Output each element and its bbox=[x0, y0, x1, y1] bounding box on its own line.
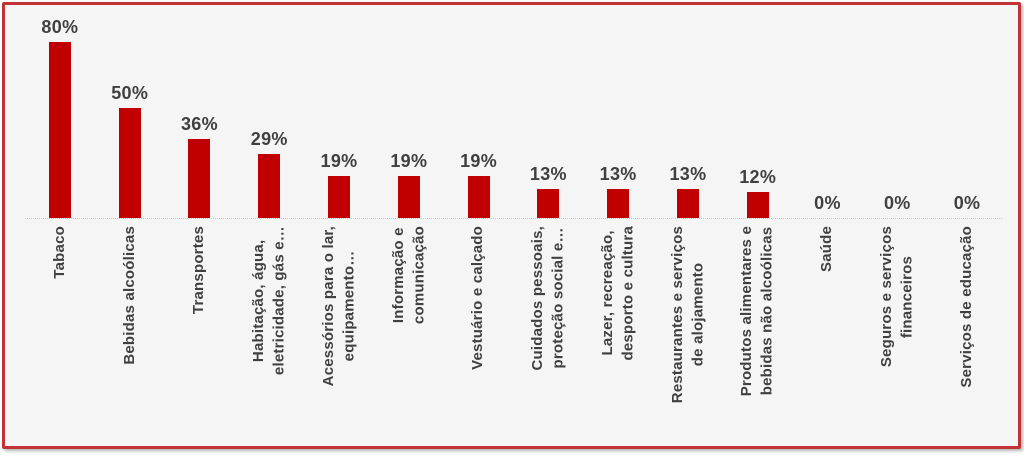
bar-group: 36% bbox=[165, 5, 235, 218]
bar-group: 13% bbox=[653, 5, 723, 218]
category-label: Serviços de educação bbox=[957, 226, 975, 388]
category-label: Saúde bbox=[818, 226, 836, 273]
bar-value-label: 50% bbox=[111, 83, 149, 103]
category-label-cell: Restaurantes e serviços de alojamento bbox=[653, 219, 723, 443]
category-label-cell: Vestuário e calçado bbox=[444, 219, 514, 443]
bar bbox=[676, 189, 699, 218]
category-axis: Tabaco Bebidas alcoólicas Transportes Ha… bbox=[5, 219, 1018, 443]
category-label: Restaurantes e serviços de alojamento bbox=[668, 226, 706, 404]
bar bbox=[537, 189, 560, 218]
bar-value-label: 13% bbox=[599, 164, 637, 184]
bar-value-label: 13% bbox=[669, 164, 707, 184]
bar-value-label: 0% bbox=[953, 193, 981, 213]
category-label-cell: Informação e comunicação bbox=[374, 219, 444, 443]
category-label: Vestuário e calçado bbox=[469, 226, 487, 370]
category-label: Bebidas alcoólicas bbox=[120, 226, 138, 365]
category-label: Informação e comunicação bbox=[389, 226, 427, 325]
bar-value-label: 13% bbox=[529, 164, 567, 184]
category-label: Lazer, recreação, desporto e cultura bbox=[598, 226, 637, 361]
bar-value-label: 0% bbox=[883, 193, 911, 213]
bar bbox=[467, 176, 490, 218]
x-axis-line bbox=[25, 218, 1002, 219]
category-label: Transportes bbox=[190, 226, 208, 315]
bar-group: 12% bbox=[723, 5, 793, 218]
category-label: Seguros e serviços financeiros bbox=[878, 226, 916, 368]
bar-value-label: 29% bbox=[250, 129, 288, 149]
bar-value-label: 12% bbox=[739, 167, 777, 187]
bar-value-label: 0% bbox=[814, 193, 841, 213]
bar-group: 13% bbox=[583, 5, 653, 218]
category-label-cell: Acessórios para o lar, equipamento… bbox=[304, 219, 374, 443]
bar-group: 0% bbox=[862, 5, 932, 218]
category-label-cell: Seguros e serviços financeiros bbox=[862, 219, 932, 443]
bar bbox=[258, 154, 281, 218]
bar-group: 0% bbox=[932, 5, 1002, 218]
bar bbox=[48, 42, 71, 218]
category-label-cell: Lazer, recreação, desporto e cultura bbox=[583, 219, 653, 443]
bar bbox=[188, 139, 211, 218]
bar-group: 13% bbox=[513, 5, 583, 218]
category-label: Habitação, água, eletricidade, gás e… bbox=[249, 226, 288, 376]
category-label: Produtos alimentares e bebidas não alcoó… bbox=[738, 226, 776, 397]
category-label-cell: Cuidados pessoais, proteção social e… bbox=[513, 219, 583, 443]
bar-group: 19% bbox=[374, 5, 444, 218]
bar-value-label: 36% bbox=[180, 114, 218, 134]
bar bbox=[607, 189, 630, 218]
bar bbox=[118, 108, 141, 218]
category-label: Cuidados pessoais, proteção social e… bbox=[529, 226, 567, 371]
bar-group: 0% bbox=[793, 5, 863, 218]
bar-value-label: 19% bbox=[320, 151, 358, 171]
plot-area: 80% 50% 36% 29% 19% 19% bbox=[5, 5, 1018, 218]
bar-group: 19% bbox=[304, 5, 374, 218]
category-label-cell: Serviços de educação bbox=[932, 219, 1002, 443]
category-label-cell: Tabaco bbox=[25, 219, 95, 443]
bar-group: 80% bbox=[25, 5, 95, 218]
bar-group: 19% bbox=[444, 5, 514, 218]
category-label-cell: Bebidas alcoólicas bbox=[95, 219, 165, 443]
bar-group: 29% bbox=[234, 5, 304, 218]
bar-group: 50% bbox=[95, 5, 165, 218]
bar bbox=[397, 176, 420, 218]
chart-frame: 80% 50% 36% 29% 19% 19% bbox=[2, 2, 1021, 449]
bar-value-label: 80% bbox=[41, 17, 79, 37]
category-label-cell: Saúde bbox=[793, 219, 863, 443]
category-label: Tabaco bbox=[50, 226, 68, 279]
bar-value-label: 19% bbox=[460, 151, 498, 171]
bar-value-label: 19% bbox=[390, 151, 428, 171]
category-label-cell: Produtos alimentares e bebidas não alcoó… bbox=[723, 219, 793, 443]
bar bbox=[328, 176, 351, 218]
category-label-cell: Habitação, água, eletricidade, gás e… bbox=[234, 219, 304, 443]
bar bbox=[746, 192, 769, 218]
category-label: Acessórios para o lar, equipamento… bbox=[319, 226, 358, 387]
category-label-cell: Transportes bbox=[165, 219, 235, 443]
